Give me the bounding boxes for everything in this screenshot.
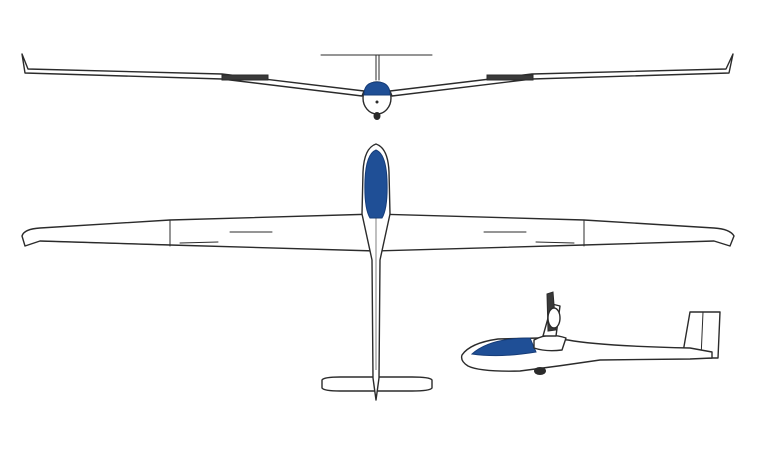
front-right-airbrake	[486, 74, 534, 81]
side-wing-root	[533, 334, 567, 352]
front-left-airbrake	[221, 74, 269, 81]
front-right-wing	[389, 53, 734, 97]
side-canopy	[470, 337, 537, 357]
top-view	[21, 143, 735, 401]
top-canopy	[364, 149, 388, 219]
front-canopy	[363, 81, 391, 96]
front-view	[21, 53, 734, 120]
front-wheel	[373, 112, 381, 120]
front-left-wing	[21, 53, 365, 97]
side-engine-nacelle	[547, 307, 561, 329]
side-view	[460, 291, 721, 375]
side-main-wheel	[534, 367, 546, 375]
side-vertical-fin	[681, 311, 721, 359]
